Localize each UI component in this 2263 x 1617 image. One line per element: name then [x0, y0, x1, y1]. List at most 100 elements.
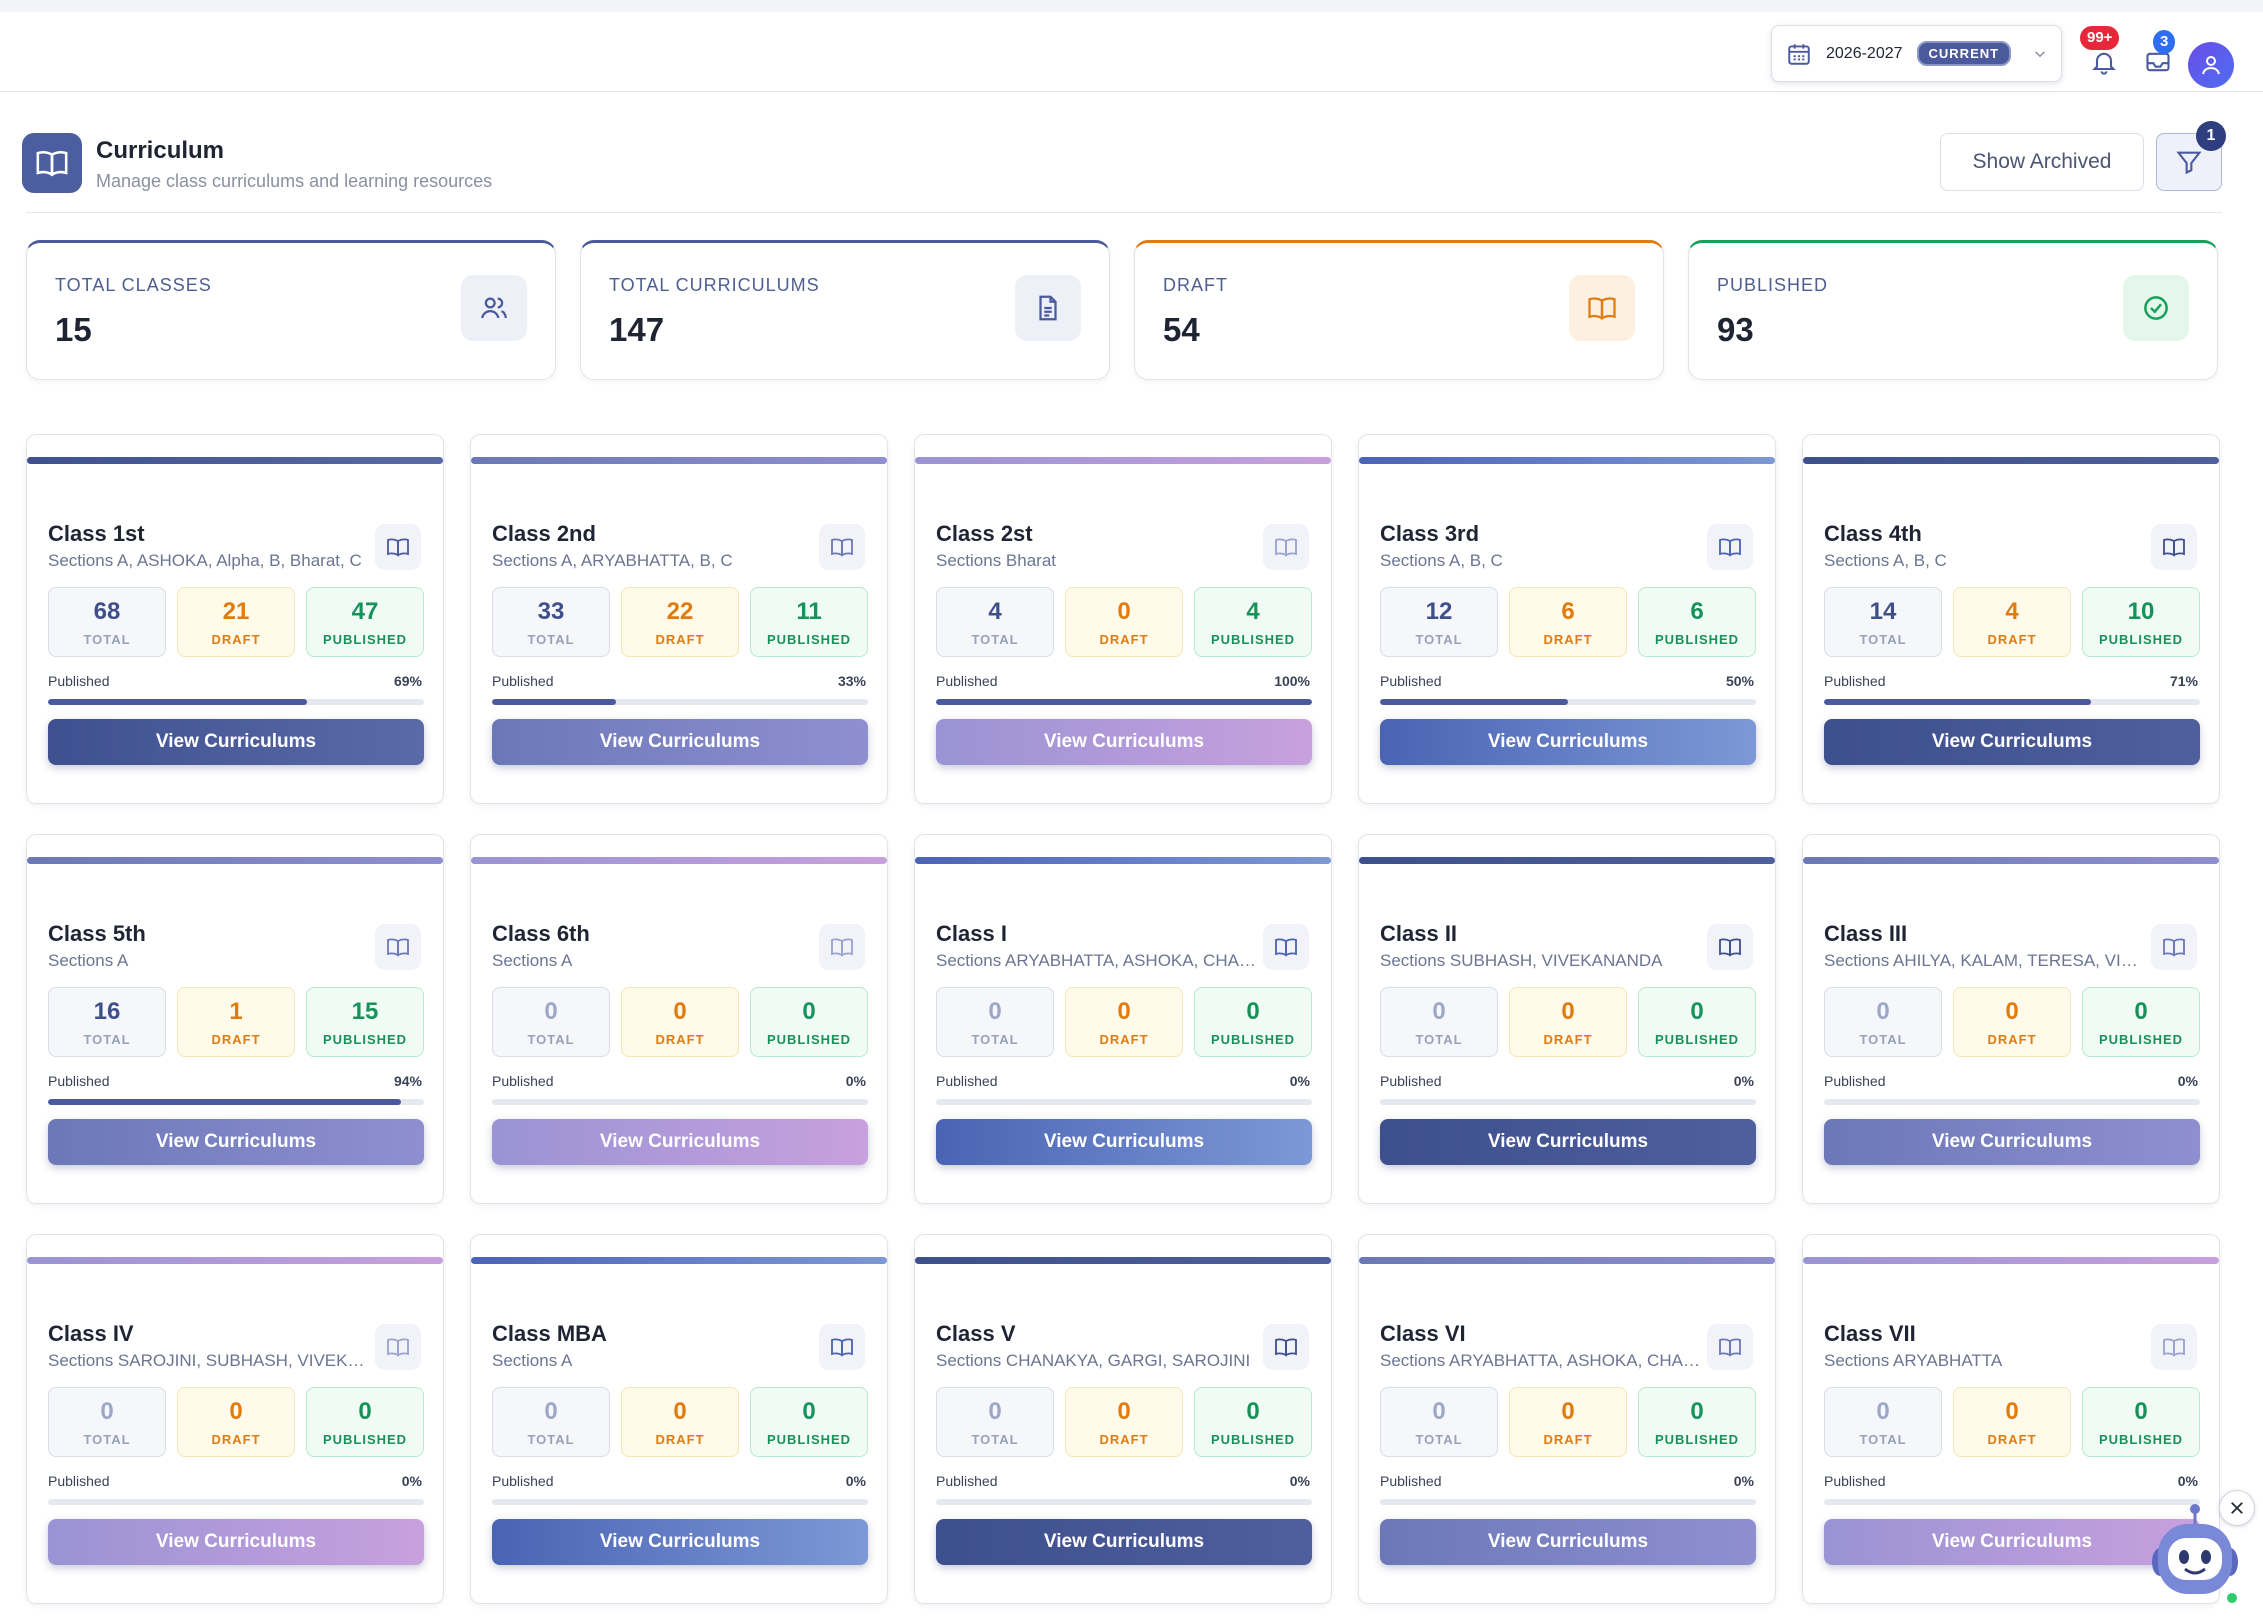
show-archived-button[interactable]: Show Archived — [1940, 133, 2144, 191]
progress-label: Published — [936, 1473, 998, 1489]
view-curriculums-button[interactable]: View Curriculums — [48, 719, 424, 765]
class-book-button[interactable] — [2151, 524, 2197, 570]
progress-percent: 0% — [845, 1073, 866, 1089]
total-count-box: 0 TOTAL — [48, 1387, 166, 1457]
view-curriculums-button[interactable]: View Curriculums — [936, 1519, 1312, 1565]
bell-icon — [2092, 52, 2116, 75]
draft-count-box: 0 DRAFT — [621, 987, 739, 1057]
class-sections: Sections SAROJINI, SUBHASH, VIVEKANANDA — [48, 1351, 368, 1370]
draft-label: DRAFT — [655, 1431, 705, 1447]
published-count-box: 0 PUBLISHED — [750, 987, 868, 1057]
progress-fill — [1824, 699, 2091, 705]
published-count-box: 0 PUBLISHED — [1194, 987, 1312, 1057]
view-curriculums-button[interactable]: View Curriculums — [1824, 719, 2200, 765]
view-curriculums-button[interactable]: View Curriculums — [492, 1119, 868, 1165]
view-curriculums-button[interactable]: View Curriculums — [1824, 1119, 2200, 1165]
class-book-button[interactable] — [1707, 1324, 1753, 1370]
view-curriculums-button[interactable]: View Curriculums — [936, 1119, 1312, 1165]
class-book-button[interactable] — [375, 1324, 421, 1370]
view-curriculums-button[interactable]: View Curriculums — [48, 1119, 424, 1165]
notifications-button[interactable] — [2084, 42, 2124, 82]
progress-bar — [48, 1499, 424, 1505]
class-sections: Sections A, B, C — [1824, 551, 1947, 570]
class-sections: Sections SUBHASH, VIVEKANANDA — [1380, 951, 1663, 970]
progress-percent: 0% — [2177, 1073, 2198, 1089]
progress-percent: 94% — [393, 1073, 422, 1089]
draft-count: 0 — [1561, 1397, 1575, 1425]
top-strip — [0, 0, 2263, 12]
academic-year-selector[interactable]: 2026-2027 CURRENT — [1771, 25, 2062, 82]
class-book-button[interactable] — [1263, 524, 1309, 570]
total-label: TOTAL — [1859, 631, 1907, 647]
progress-label: Published — [492, 1473, 554, 1489]
draft-count-box: 0 DRAFT — [1953, 1387, 2071, 1457]
stat-card-published: PUBLISHED 93 — [1688, 240, 2218, 380]
published-label: PUBLISHED — [1654, 1431, 1740, 1447]
card-accent-bar — [1359, 857, 1775, 864]
class-name: Class 5th — [48, 921, 146, 946]
book-icon — [387, 538, 409, 557]
class-book-button[interactable] — [819, 1324, 865, 1370]
total-count: 68 — [93, 597, 121, 625]
class-book-button[interactable] — [2151, 1324, 2197, 1370]
draft-count-box: 0 DRAFT — [1065, 987, 1183, 1057]
class-sections: Sections ARYABHATTA, ASHOKA, CHANAKYA — [1380, 1351, 1700, 1370]
class-name: Class 2st — [936, 521, 1033, 546]
stat-value: 15 — [55, 311, 92, 348]
class-book-button[interactable] — [2151, 924, 2197, 970]
published-count-box: 0 PUBLISHED — [2082, 987, 2200, 1057]
view-curriculums-button[interactable]: View Curriculums — [1824, 1519, 2200, 1565]
card-accent-bar — [27, 1257, 443, 1264]
progress-label: Published — [1380, 1073, 1442, 1089]
close-icon — [2231, 1502, 2243, 1514]
header-divider — [26, 212, 2222, 213]
progress-fill — [1380, 699, 1568, 705]
view-curriculums-button[interactable]: View Curriculums — [1380, 719, 1756, 765]
class-book-button[interactable] — [1263, 924, 1309, 970]
messages-button[interactable] — [2138, 42, 2178, 82]
view-curriculums-button[interactable]: View Curriculums — [1380, 1119, 1756, 1165]
draft-count-box: 0 DRAFT — [1953, 987, 2071, 1057]
class-book-button[interactable] — [1707, 524, 1753, 570]
page-title: Curriculum — [96, 137, 225, 164]
progress-percent: 0% — [1289, 1073, 1310, 1089]
progress-bar — [936, 1499, 1312, 1505]
published-count-box: 11 PUBLISHED — [750, 587, 868, 657]
draft-label: DRAFT — [211, 631, 261, 647]
published-count-box: 47 PUBLISHED — [306, 587, 424, 657]
user-avatar[interactable] — [2188, 42, 2234, 88]
view-curriculums-button[interactable]: View Curriculums — [1380, 1519, 1756, 1565]
view-curriculums-button[interactable]: View Curriculums — [936, 719, 1312, 765]
draft-count-box: 0 DRAFT — [1509, 987, 1627, 1057]
class-book-button[interactable] — [819, 524, 865, 570]
class-book-button[interactable] — [375, 524, 421, 570]
class-name: Class IV — [48, 1321, 134, 1346]
progress-bar — [1824, 699, 2200, 705]
draft-label: DRAFT — [655, 1031, 705, 1047]
card-accent-bar — [915, 457, 1331, 464]
card-accent-bar — [1803, 457, 2219, 464]
total-label: TOTAL — [1415, 1031, 1463, 1047]
draft-label: DRAFT — [655, 631, 705, 647]
total-count-box: 0 TOTAL — [936, 987, 1054, 1057]
published-count: 47 — [351, 597, 379, 625]
class-sections: Sections A — [492, 951, 573, 970]
published-count: 0 — [802, 997, 816, 1025]
chatbot-assistant[interactable] — [2140, 1502, 2250, 1612]
view-curriculums-button[interactable]: View Curriculums — [48, 1519, 424, 1565]
progress-percent: 69% — [393, 673, 422, 689]
progress-bar — [492, 1099, 868, 1105]
view-curriculums-button[interactable]: View Curriculums — [492, 1519, 868, 1565]
published-count-box: 6 PUBLISHED — [1638, 587, 1756, 657]
class-book-button[interactable] — [819, 924, 865, 970]
draft-count-box: 0 DRAFT — [177, 1387, 295, 1457]
view-curriculums-button[interactable]: View Curriculums — [492, 719, 868, 765]
progress-bar — [48, 1099, 424, 1105]
class-book-button[interactable] — [375, 924, 421, 970]
card-accent-bar — [915, 1257, 1331, 1264]
chatbot-close-button[interactable] — [2219, 1490, 2255, 1526]
total-count: 0 — [100, 1397, 114, 1425]
class-book-button[interactable] — [1263, 1324, 1309, 1370]
draft-count: 21 — [222, 597, 250, 625]
class-book-button[interactable] — [1707, 924, 1753, 970]
